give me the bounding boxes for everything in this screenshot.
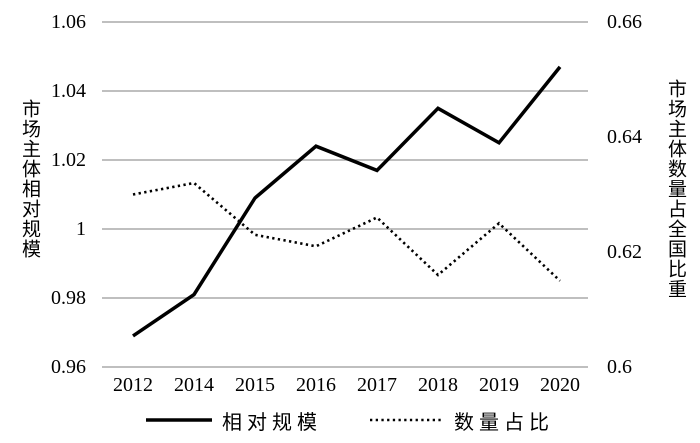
- legend-item-relative-scale: 相对规模: [146, 406, 322, 435]
- left-axis-tick-label: 0.96: [51, 356, 86, 378]
- x-axis-tick-label: 2012: [113, 374, 153, 396]
- legend-label-quantity-share: 数量占比: [454, 411, 554, 434]
- left-axis-tick-label: 1.02: [51, 149, 86, 171]
- legend-item-quantity-share: 数量占比: [370, 406, 554, 435]
- right-axis-title: 市场主体数量占全国比重: [665, 79, 686, 299]
- x-axis-tick-label: 2015: [235, 374, 275, 396]
- legend: 相对规模 数量占比: [0, 404, 700, 436]
- left-axis-title: 市场主体相对规模: [19, 99, 40, 259]
- x-axis-tick-label: 2018: [418, 374, 458, 396]
- series-line-1: [132, 181, 561, 282]
- x-axis-tick-label: 2017: [357, 374, 397, 396]
- x-axis-tick-label: 2020: [540, 374, 580, 396]
- x-axis-tick-label: 2014: [174, 374, 214, 396]
- left-axis-tick-label: 0.98: [51, 287, 86, 309]
- left-axis-tick-label: 1.04: [51, 80, 86, 102]
- x-axis-tick-label: 2016: [296, 374, 336, 396]
- series-line-0: [132, 65, 562, 338]
- x-axis-tick-label: 2019: [479, 374, 519, 396]
- legend-label-relative-scale: 相对规模: [222, 411, 322, 434]
- left-axis-tick-label: 1.06: [51, 11, 86, 33]
- right-axis-tick-label: 0.6: [607, 356, 632, 378]
- right-axis-tick-label: 0.66: [607, 11, 642, 33]
- right-axis-tick-label: 0.64: [607, 126, 642, 148]
- dotted-line-swatch-icon: [370, 418, 444, 422]
- right-axis-tick-label: 0.62: [607, 241, 642, 263]
- solid-line-swatch-icon: [146, 418, 212, 422]
- left-axis-tick-label: 1: [76, 218, 86, 240]
